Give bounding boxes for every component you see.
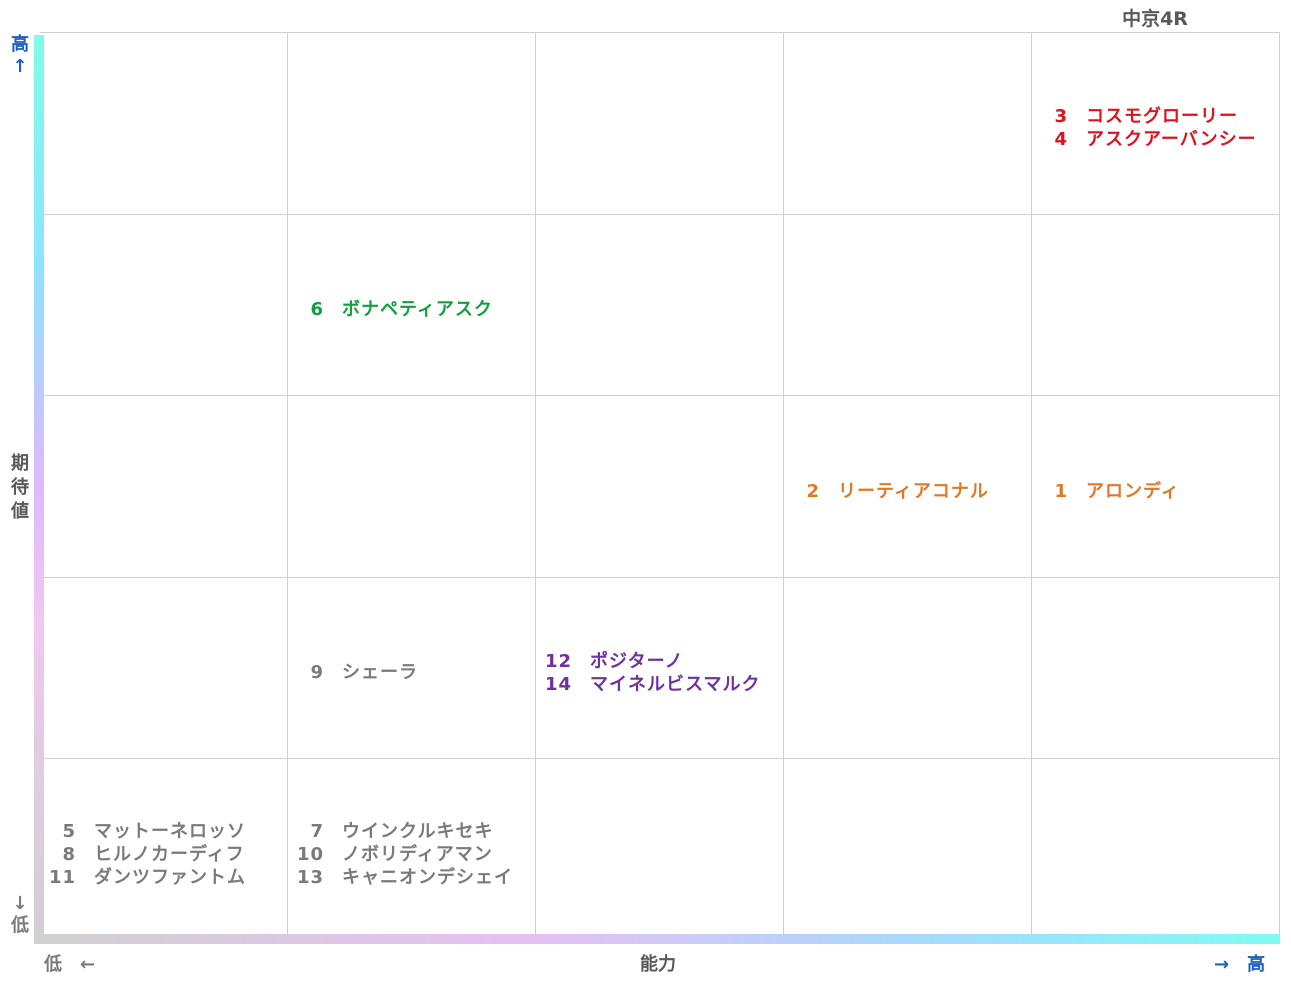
horse-number: 14 [544, 673, 572, 695]
horse-entry: 11 ダンツファントム [42, 863, 246, 889]
y-axis-high-label: 高↑ [8, 34, 32, 79]
x-axis-high-label: → 高 [1214, 954, 1266, 975]
grid-cell [536, 758, 784, 940]
horse-entry: 13 キャニオンデシェイ [290, 863, 513, 889]
y-axis-low-text: ↓低 [11, 893, 29, 936]
horse-number: 13 [296, 866, 324, 888]
horse-name: ボナペティアスク [342, 298, 493, 320]
grid-cell [288, 213, 536, 396]
grid-cell [40, 758, 288, 940]
grid-cell [1032, 576, 1280, 759]
y-axis-low-label: ↓低 [8, 893, 32, 938]
horse-name: アスクアーバンシー [1086, 128, 1257, 150]
horse-number: 5 [62, 820, 76, 842]
horse-number: 11 [48, 866, 76, 888]
horse-name: リーティアコナル [838, 480, 989, 502]
horse-name: コスモグローリー [1086, 105, 1238, 127]
y-axis-label-char-3: 値 [11, 501, 29, 522]
horse-entry: 1 アロンディ [1034, 477, 1180, 503]
horse-name: キャニオンデシェイ [342, 866, 513, 888]
horse-number: 8 [62, 843, 76, 865]
y-axis-high-text: 高↑ [11, 34, 29, 77]
grid-cell [288, 576, 536, 759]
horse-entry: 9 シェーラ [290, 658, 418, 684]
grid-cell [40, 213, 288, 396]
horse-number: 2 [806, 480, 820, 502]
horse-name: ウインクルキセキ [342, 820, 494, 842]
x-axis-label: 能力 [640, 954, 676, 975]
horse-name: シェーラ [342, 662, 418, 684]
horse-number: 9 [310, 662, 324, 684]
horse-name: マットーネロッソ [94, 820, 246, 842]
grid-cell [288, 32, 536, 214]
y-axis-label: 期 待 値 [8, 452, 32, 524]
grid-cell [40, 395, 288, 577]
y-axis-label-char-2: 待 [11, 477, 29, 498]
grid-cell [536, 576, 784, 759]
horse-number: 7 [310, 820, 324, 842]
grid-cell [288, 395, 536, 577]
grid-cell [784, 395, 1032, 577]
y-axis-bar [34, 35, 44, 940]
grid-cell [536, 213, 784, 396]
horse-entry: 2 リーティアコナル [786, 477, 989, 503]
grid-cell [784, 213, 1032, 396]
horse-name: ポジターノ [590, 650, 684, 672]
grid-cell [536, 32, 784, 214]
grid-cell [1032, 32, 1280, 214]
horse-name: アロンディ [1086, 480, 1180, 502]
horse-name: ノボリディアマン [342, 843, 493, 865]
grid-cell [784, 758, 1032, 940]
chart-grid: 3 コスモグローリー 4 アスクアーバンシー 6 ボナペティアスク 2 リーティアコナル 1 アロ… [40, 32, 1280, 940]
horse-entry: 4 アスクアーバンシー [1034, 125, 1257, 151]
grid-cell [40, 576, 288, 759]
x-axis-low-label: 低 ← [44, 954, 96, 975]
horse-number: 10 [296, 843, 324, 865]
y-axis-label-char-1: 期 [11, 453, 29, 474]
grid-cell [1032, 758, 1280, 940]
horse-entry: 6 ボナペティアスク [290, 295, 493, 321]
horse-entry: 7 ウインクルキセキ [290, 817, 493, 843]
horse-number: 6 [310, 298, 324, 320]
grid-cell [536, 395, 784, 577]
horse-number: 4 [1054, 128, 1068, 150]
horse-entry: 14 マイネルビスマルク [538, 670, 760, 696]
grid-cell [1032, 395, 1280, 577]
grid-cell [1032, 213, 1280, 396]
grid-cell [784, 576, 1032, 759]
horse-entry: 12 ポジターノ [538, 647, 684, 673]
grid-cell [288, 758, 536, 940]
horse-entry: 3 コスモグローリー [1034, 102, 1238, 128]
horse-name: ヒルノカーディフ [94, 843, 245, 865]
horse-number: 1 [1054, 480, 1068, 502]
horse-name: ダンツファントム [94, 866, 246, 888]
horse-number: 12 [544, 650, 572, 672]
x-axis-bar [34, 934, 1280, 944]
horse-entry: 5 マットーネロッソ [42, 817, 246, 843]
horse-name: マイネルビスマルク [590, 673, 761, 695]
horse-number: 3 [1054, 105, 1068, 127]
grid-cell [40, 32, 288, 214]
grid-cell [784, 32, 1032, 214]
chart-title: 中京4R [1122, 8, 1188, 30]
horse-entry: 8 ヒルノカーディフ [42, 840, 245, 866]
horse-entry: 10 ノボリディアマン [290, 840, 493, 866]
